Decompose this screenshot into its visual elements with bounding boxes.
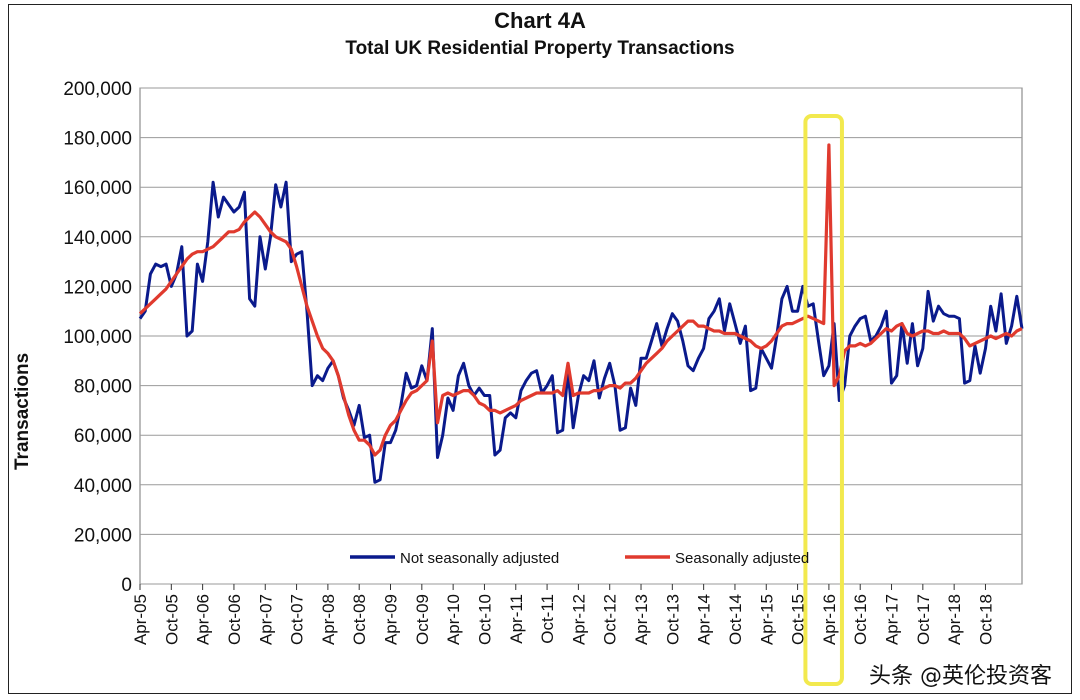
annotations [803,114,844,686]
legend: Not seasonally adjusted Seasonally adjust… [350,550,809,567]
x-tick-label: Oct-06 [225,594,244,645]
x-tick-label: Oct-12 [601,594,620,645]
legend-label: Not seasonally adjusted [400,550,559,567]
legend-label: Seasonally adjusted [675,550,809,567]
y-tick-label: 20,000 [74,525,132,546]
x-tick-label: Apr-13 [632,594,651,645]
x-tick-label: Apr-07 [256,594,275,645]
y-tick-labels: 0 20,000 40,000 60,000 80,000 100,000 120,000 1… [63,79,132,596]
y-tick-label: 180,000 [63,129,132,150]
x-tick-label: Apr-09 [382,594,401,645]
x-tick-label: Apr-11 [507,594,526,644]
x-tick-label: Oct-11 [538,594,557,644]
x-tick-label: Apr-06 [194,594,213,645]
x-tick-label: Apr-14 [695,594,714,645]
chart-subtitle: Total UK Residential Property Transactio… [345,38,735,59]
grid-lines [139,87,1023,585]
series-lines [138,143,1024,484]
y-tick-label: 100,000 [63,327,132,348]
chart-title: Chart 4A [494,8,586,33]
x-tick-label: Oct-16 [851,594,870,645]
x-tick-label: Apr-15 [757,594,776,645]
x-tick-label: Oct-09 [413,594,432,645]
y-tick-label: 160,000 [63,178,132,199]
x-tick-label: Oct-10 [475,594,494,645]
x-tick-label: Oct-07 [288,594,307,645]
y-tick-label: 80,000 [74,377,132,398]
y-tick-label: 140,000 [63,228,132,249]
x-tick-label: Apr-12 [569,594,588,645]
y-tick-label: 200,000 [63,79,132,100]
x-tick-label: Apr-08 [319,594,338,645]
y-tick-label: 0 [121,575,132,596]
x-tick-label: Oct-15 [789,594,808,645]
y-tick-label: 40,000 [74,476,132,497]
x-tick-label: Oct-17 [914,594,933,645]
x-tick-label: Apr-10 [444,594,463,645]
series-line-seasonally-adjusted [138,143,1023,457]
x-tick-label: Apr-05 [131,594,150,645]
y-tick-label: 120,000 [63,277,132,298]
x-tick-labels: Apr-05 Oct-05 Apr-06 Oct-06 Apr-07 Oct-07 Apr-… [131,584,995,645]
x-tick-label: Oct-14 [726,594,745,645]
x-tick-label: Oct-18 [976,594,995,645]
highlight-box [803,114,844,686]
series-line-not-seasonally-adjusted [138,180,1024,484]
x-tick-label: Apr-16 [820,594,839,645]
x-tick-label: Oct-13 [663,594,682,645]
x-tick-label: Oct-08 [350,594,369,645]
watermark: 头条 @英伦投资客 [863,656,1058,692]
x-tick-label: Apr-17 [883,594,902,645]
x-tick-label: Oct-05 [162,594,181,645]
x-tick-label: Apr-18 [945,594,964,645]
y-tick-label: 60,000 [74,426,132,447]
